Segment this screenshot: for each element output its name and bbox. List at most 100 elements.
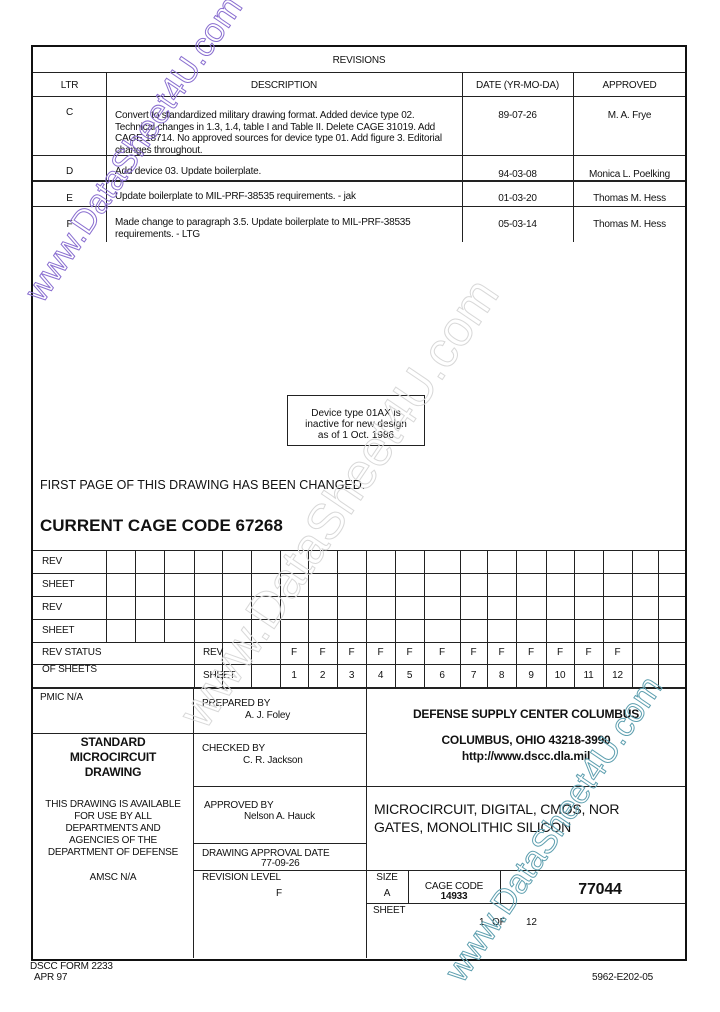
sheet-of: OF (492, 917, 506, 928)
date: 05-03-14 (498, 219, 537, 230)
prepared-by: A. J. Foley (245, 710, 291, 721)
first-page-changed: FIRST PAGE OF THIS DRAWING HAS BEEN CHAN… (40, 478, 366, 492)
sheet-rev: F (348, 647, 355, 658)
grid-line (33, 664, 685, 665)
sheet-rev: F (585, 647, 592, 658)
url: http://www.dscc.dla.mil (461, 749, 591, 763)
sheet-rev: F (406, 647, 413, 658)
document-title: MICROCIRCUIT, DIGITAL, CMOS, NOR GATES, … (374, 801, 620, 835)
grid-line (33, 642, 685, 643)
sheet-number: 9 (528, 670, 534, 681)
sheet-number: 1 (291, 670, 297, 681)
ltr: D (65, 166, 74, 177)
sheet-rev: F (528, 647, 534, 658)
form-number: DSCC FORM 2233 (30, 961, 113, 972)
grid-line (135, 550, 136, 642)
sheet-rev: F (614, 647, 621, 658)
pmic: PMIC N/A (40, 692, 83, 703)
revisions-title: REVISIONS (332, 55, 386, 66)
ltr: E (66, 193, 73, 204)
description: Convert to standardized military drawing… (115, 110, 442, 156)
grid-line (106, 550, 107, 642)
date: 94-03-08 (498, 169, 537, 180)
sheet-number: 2 (319, 670, 326, 681)
of-sheets-label: OF SHEETS (42, 664, 97, 675)
cage-code: 14933 (440, 891, 468, 902)
date: 89-07-26 (498, 110, 537, 121)
col-approved: APPROVED (602, 80, 657, 91)
col-ltr: LTR (60, 80, 79, 91)
availability-statement: THIS DRAWING IS AVAILABLE FOR USE BY ALL… (45, 799, 181, 858)
grid-row-label: REV (42, 602, 62, 613)
sheet-total: 12 (526, 917, 537, 928)
grid-line (487, 550, 488, 687)
grid-line (546, 550, 547, 687)
size-label: SIZE (376, 872, 398, 883)
form-date: APR 97 (34, 972, 68, 983)
grid-line (658, 550, 659, 687)
revision-level: F (276, 888, 282, 899)
sheet-number: 3 (348, 670, 355, 681)
sheet-rev: F (291, 647, 297, 658)
sheet-rev: F (377, 647, 384, 658)
approver: M. A. Frye (607, 110, 652, 121)
document-number: 77044 (578, 881, 622, 898)
inactive-notice: Device type 01AX is inactive for new des… (305, 408, 407, 441)
city: COLUMBUS, OHIO 43218-3990 (441, 733, 611, 747)
grid-line (33, 550, 685, 551)
grid-line (516, 550, 517, 687)
sheet-number: 12 (612, 670, 623, 681)
sheet-rev: F (439, 647, 445, 658)
sheet-number: 5 (406, 670, 413, 681)
approver: Thomas M. Hess (593, 193, 666, 204)
grid-row-label: SHEET (42, 579, 75, 590)
grid-row-label: REV (42, 556, 62, 567)
grid-line (308, 550, 309, 687)
sheet-rev: F (470, 647, 477, 658)
organization: DEFENSE SUPPLY CENTER COLUMBUS (412, 707, 640, 721)
sheet-row-label: SHEET (203, 670, 236, 681)
checked-by-label: CHECKED BY (202, 743, 266, 754)
sheet-number: 6 (439, 670, 445, 681)
grid-line (460, 550, 461, 687)
grid-line (395, 550, 396, 687)
page-frame (31, 45, 687, 961)
grid-line (33, 619, 685, 620)
sheet-label: SHEET (373, 905, 406, 916)
col-description: DESCRIPTION (250, 80, 318, 91)
sheet-rev: F (557, 647, 563, 658)
approval-date: 77-09-26 (261, 858, 300, 869)
grid-line (194, 550, 195, 687)
current-cage-code: CURRENT CAGE CODE 67268 (40, 516, 283, 535)
date: 01-03-20 (498, 193, 537, 204)
col-date: DATE (YR-MO-DA) (476, 80, 559, 91)
grid-line (632, 550, 633, 687)
grid-line (251, 550, 252, 687)
sheet-number: 11 (583, 670, 594, 681)
sheet-number: 8 (498, 670, 505, 681)
amsc: AMSC N/A (89, 872, 137, 883)
sheet-number: 7 (470, 670, 477, 681)
approved-by-label: APPROVED BY (204, 800, 274, 811)
approved-by: Nelson A. Hauck (244, 811, 315, 822)
rev-row-label: REV (203, 647, 223, 658)
grid-line (33, 573, 685, 574)
document-id: 5962-E202-05 (592, 972, 653, 983)
grid-line (574, 550, 575, 687)
description: Made change to paragraph 3.5. Update boi… (115, 217, 411, 240)
rev-status-label: REV STATUS (42, 647, 102, 658)
ltr: F (66, 219, 73, 230)
revision-level-label: REVISION LEVEL (202, 872, 281, 883)
cage-code-label: CAGE CODE (424, 881, 484, 892)
description: Update boilerplate to MIL-PRF-38535 requ… (115, 191, 356, 202)
grid-line (33, 596, 685, 597)
approval-date-label: DRAWING APPROVAL DATE (202, 848, 330, 859)
approver: Monica L. Poelking (589, 169, 670, 180)
prepared-by-label: PREPARED BY (202, 698, 271, 709)
sheet-rev: F (319, 647, 326, 658)
grid-row-label: SHEET (42, 625, 75, 636)
grid-line (164, 550, 165, 642)
grid-line (366, 550, 367, 687)
inactive-notice-box: Device type 01AX is inactive for new des… (287, 395, 425, 446)
